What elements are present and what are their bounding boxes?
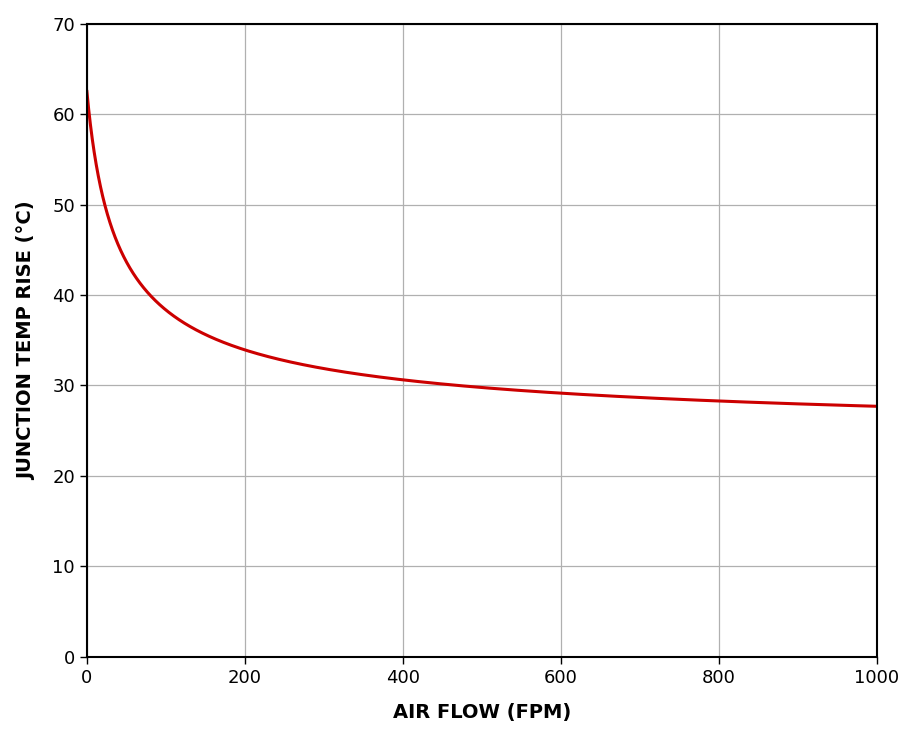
Y-axis label: JUNCTION TEMP RISE (°C): JUNCTION TEMP RISE (°C) [16, 201, 36, 480]
X-axis label: AIR FLOW (FPM): AIR FLOW (FPM) [393, 704, 571, 722]
